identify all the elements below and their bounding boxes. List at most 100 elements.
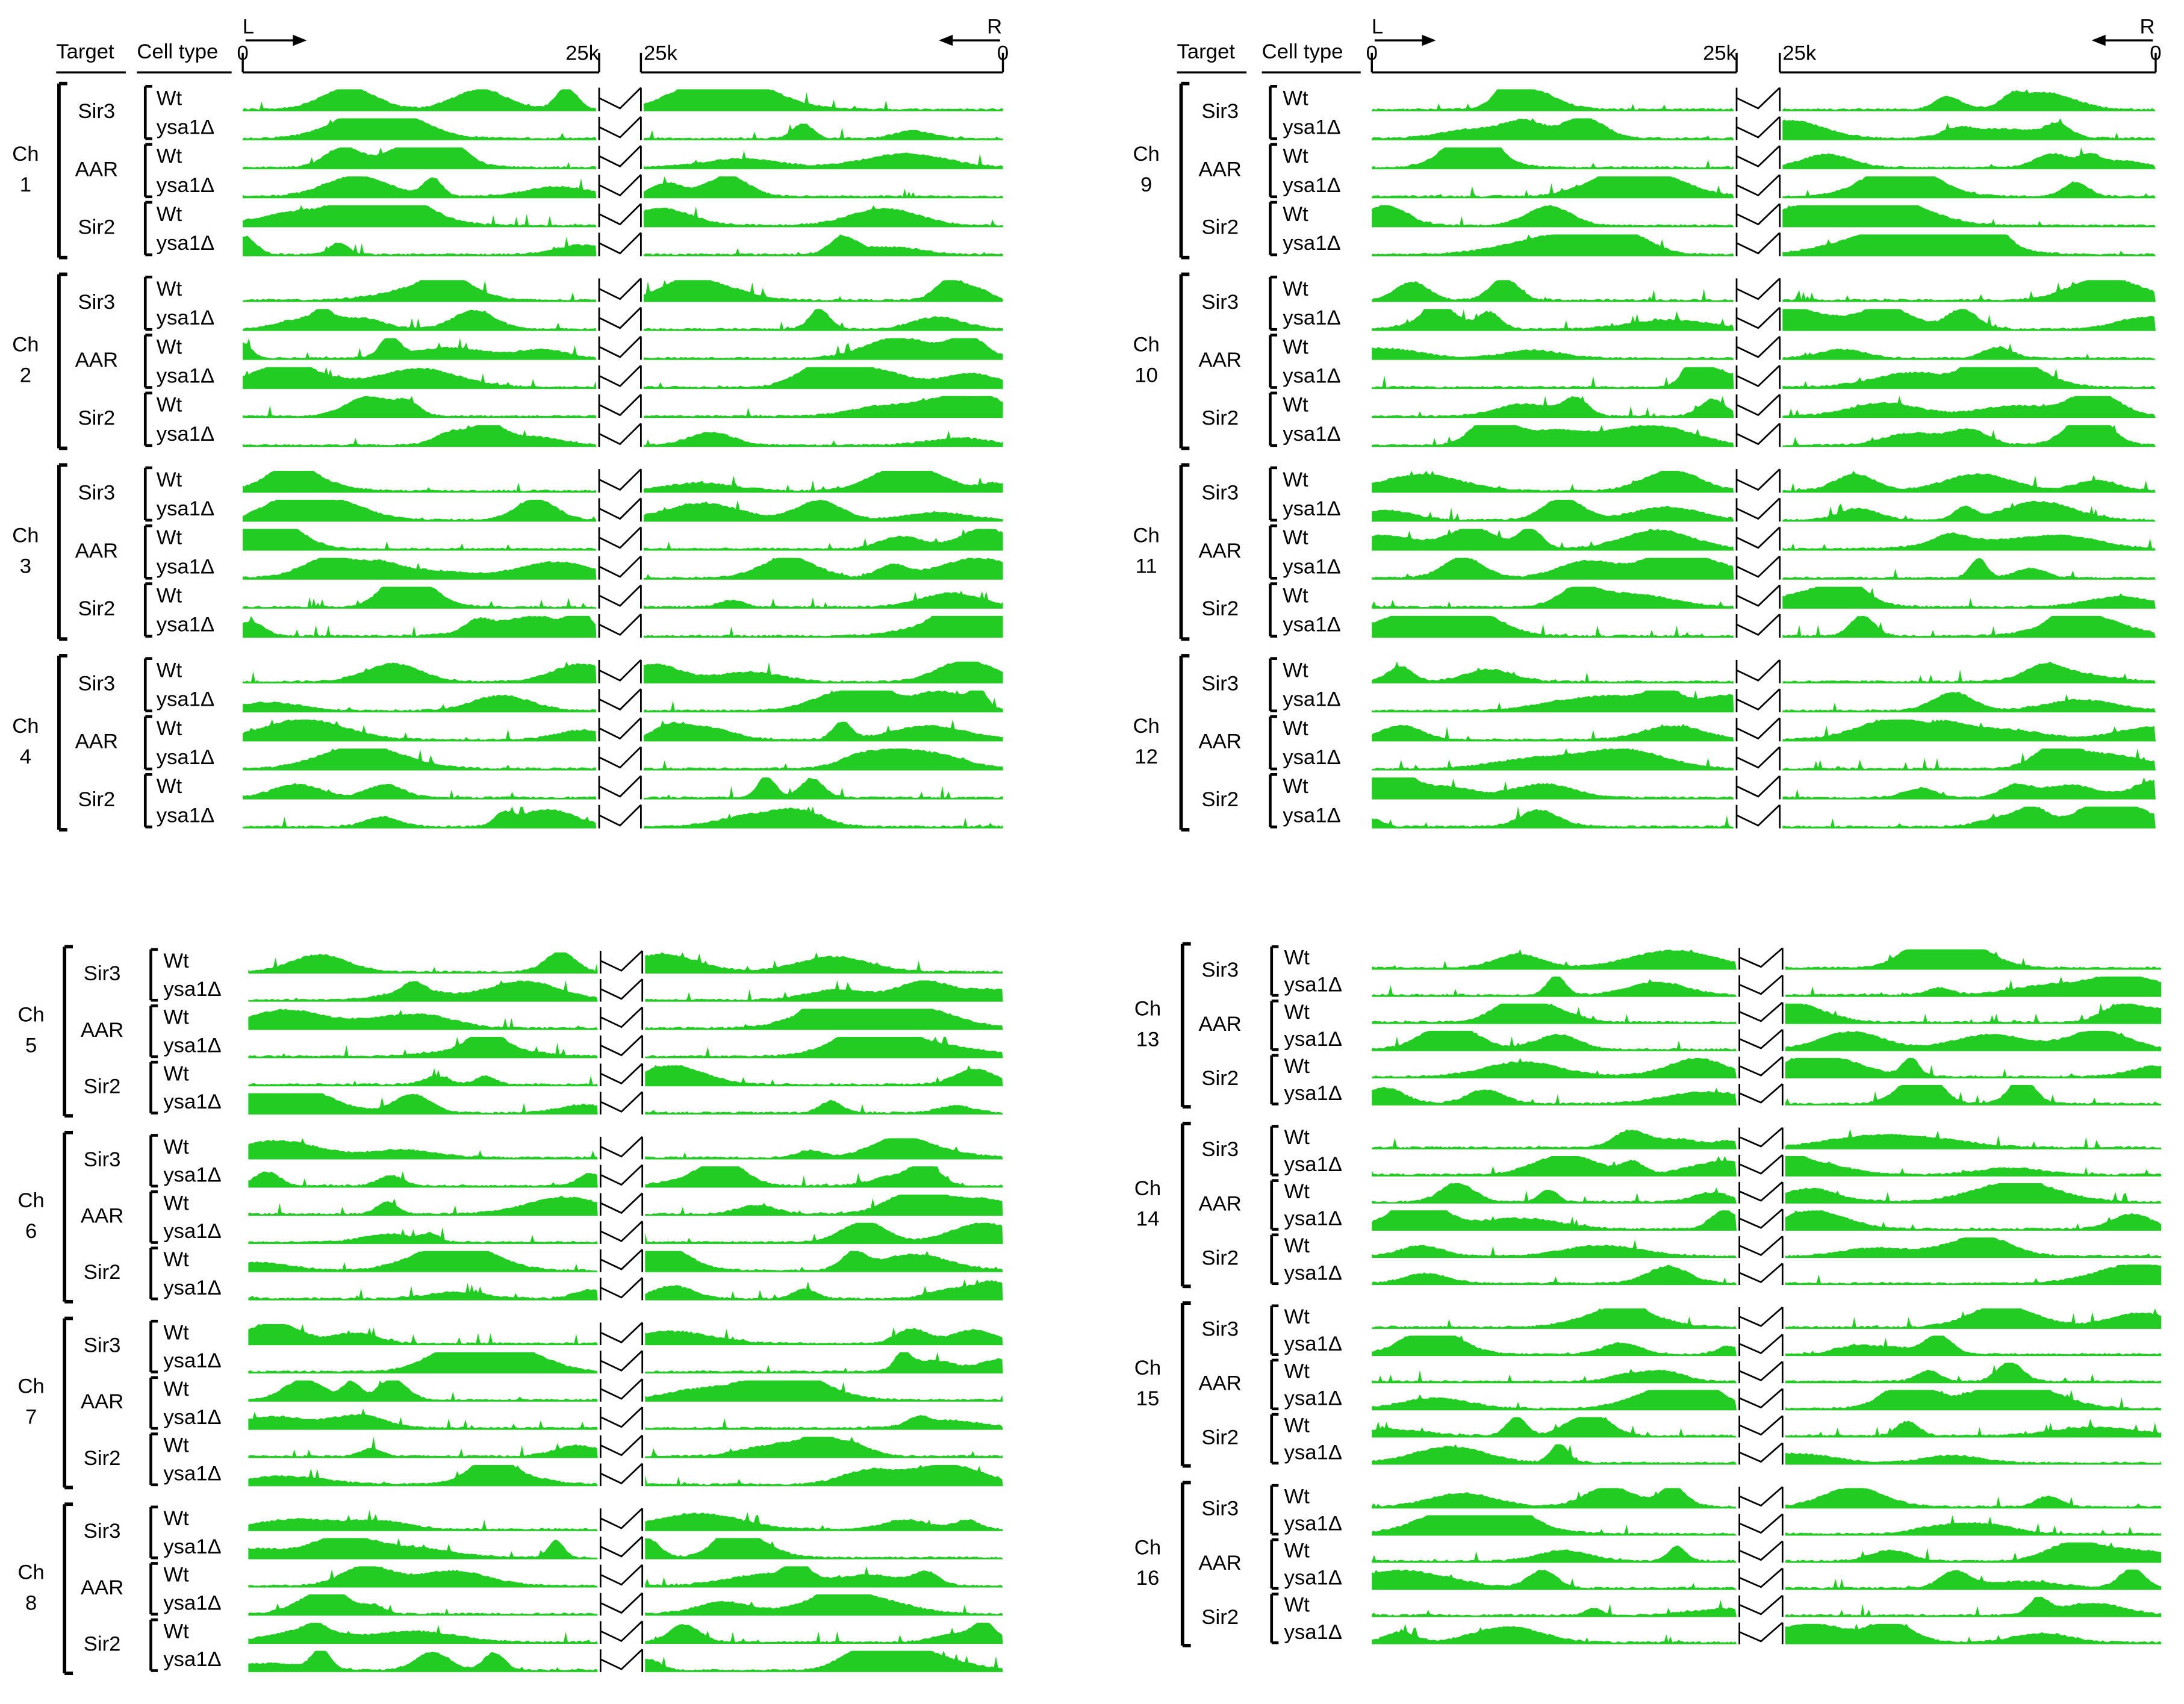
chromosome-number: 12 (1134, 745, 1158, 768)
signal-track (1782, 806, 2156, 829)
signal-track (1782, 147, 2156, 169)
cell-type-label: ysa1Δ (163, 1034, 221, 1057)
signal-track (645, 1222, 1003, 1244)
chromosome-number: 16 (1136, 1567, 1160, 1590)
signal-track (248, 1138, 598, 1160)
signal-track (1372, 367, 1734, 389)
signal-track (645, 1065, 1003, 1087)
signal-track (1785, 1085, 2162, 1105)
left-label: L (1372, 15, 1383, 38)
break-symbol (599, 1034, 644, 1059)
cell-type-label: Wt (163, 1136, 189, 1158)
target-label: Sir3 (78, 482, 116, 505)
break-symbol (1735, 555, 1781, 580)
header-cell-type: Cell type (137, 40, 218, 63)
cell-type-label: Wt (157, 87, 182, 110)
signal-track (1785, 1390, 2162, 1411)
chromosome-label: Ch (1134, 998, 1161, 1021)
signal-track (248, 1408, 598, 1430)
cell-type-label: Wt (157, 526, 182, 549)
left-label: L (243, 15, 254, 38)
target-label: AAR (75, 539, 118, 562)
target-label: Sir3 (1201, 100, 1239, 123)
signal-track (1372, 1569, 1737, 1590)
signal-track (645, 1415, 1003, 1430)
cell-type-label: ysa1Δ (1283, 232, 1340, 255)
target-label: Sir2 (1201, 1067, 1239, 1090)
signal-track (1782, 367, 2156, 389)
cell-type-label: ysa1Δ (1283, 688, 1340, 711)
break-symbol (1735, 174, 1781, 199)
signal-track (1372, 661, 1734, 683)
signal-track (248, 1324, 598, 1346)
chromosome-number: 7 (25, 1406, 37, 1429)
chromosome-label: Ch (18, 1189, 45, 1212)
break-symbol (598, 746, 642, 771)
cell-type-label: Wt (1284, 1414, 1310, 1437)
cell-type-label: ysa1Δ (1284, 974, 1342, 997)
cell-type-label: ysa1Δ (1284, 1261, 1342, 1284)
signal-track (644, 123, 1003, 140)
break-symbol (598, 306, 642, 331)
break-symbol (1735, 717, 1781, 742)
break-symbol (1738, 1513, 1784, 1536)
cell-type-label: Wt (1284, 1305, 1310, 1328)
cell-type-label: Wt (1284, 1360, 1310, 1382)
signal-track (243, 529, 597, 551)
break-symbol (1738, 1388, 1784, 1411)
axis-tick-label: 0 (1366, 42, 1378, 64)
cell-type-label: ysa1Δ (157, 232, 214, 255)
signal-track (248, 1037, 598, 1059)
break-symbol (1735, 278, 1781, 302)
signal-track (1785, 1596, 2162, 1617)
cell-type-label: Wt (1284, 1485, 1310, 1508)
break-symbol (1738, 1083, 1784, 1105)
signal-track (248, 1380, 598, 1402)
signal-track (243, 309, 597, 331)
target-label: AAR (75, 158, 118, 181)
signal-track (1782, 748, 2156, 771)
signal-track (1782, 234, 2156, 257)
signal-track (1785, 1623, 2162, 1644)
break-symbol (1738, 1594, 1784, 1617)
cell-type-label: Wt (163, 950, 189, 972)
cell-type-label: ysa1Δ (157, 746, 214, 769)
cell-type-label: Wt (1284, 1001, 1310, 1024)
target-label: AAR (75, 349, 118, 372)
cell-type-label: ysa1Δ (163, 978, 221, 1001)
signal-track (1782, 691, 2156, 713)
target-label: AAR (1199, 730, 1242, 753)
cell-type-label: Wt (1283, 659, 1308, 682)
signal-track (1372, 1417, 1737, 1438)
target-label: AAR (1199, 349, 1242, 372)
signal-track (644, 558, 1003, 580)
break-symbol (1738, 1486, 1784, 1509)
cell-type-label: Wt (1283, 335, 1308, 358)
break-symbol (1735, 775, 1781, 800)
signal-track (1372, 615, 1734, 638)
break-symbol (599, 1192, 644, 1216)
signal-track (243, 500, 597, 522)
cell-type-label: ysa1Δ (157, 116, 214, 138)
break-symbol (598, 394, 642, 418)
chromosome-number: 9 (1140, 173, 1152, 196)
cell-type-label: Wt (1283, 278, 1308, 300)
signal-track (1782, 470, 2156, 493)
chromosome-number: 10 (1134, 364, 1158, 387)
break-symbol (1738, 1263, 1784, 1286)
break-symbol (1735, 804, 1781, 829)
target-label: Sir2 (1201, 1246, 1239, 1269)
target-label: Sir2 (1201, 1426, 1239, 1449)
signal-track (243, 470, 597, 493)
signal-track (1372, 176, 1734, 199)
break-symbol (599, 1463, 644, 1487)
signal-track (1372, 470, 1734, 493)
signal-track (1372, 1545, 1737, 1563)
signal-track (645, 980, 1003, 1002)
target-label: AAR (1199, 539, 1242, 562)
signal-track (1782, 532, 2156, 551)
axis-tick-label: 25k (1782, 42, 1817, 64)
signal-track (1372, 976, 1737, 997)
signal-track (1372, 586, 1734, 609)
break-symbol (1738, 1208, 1784, 1231)
